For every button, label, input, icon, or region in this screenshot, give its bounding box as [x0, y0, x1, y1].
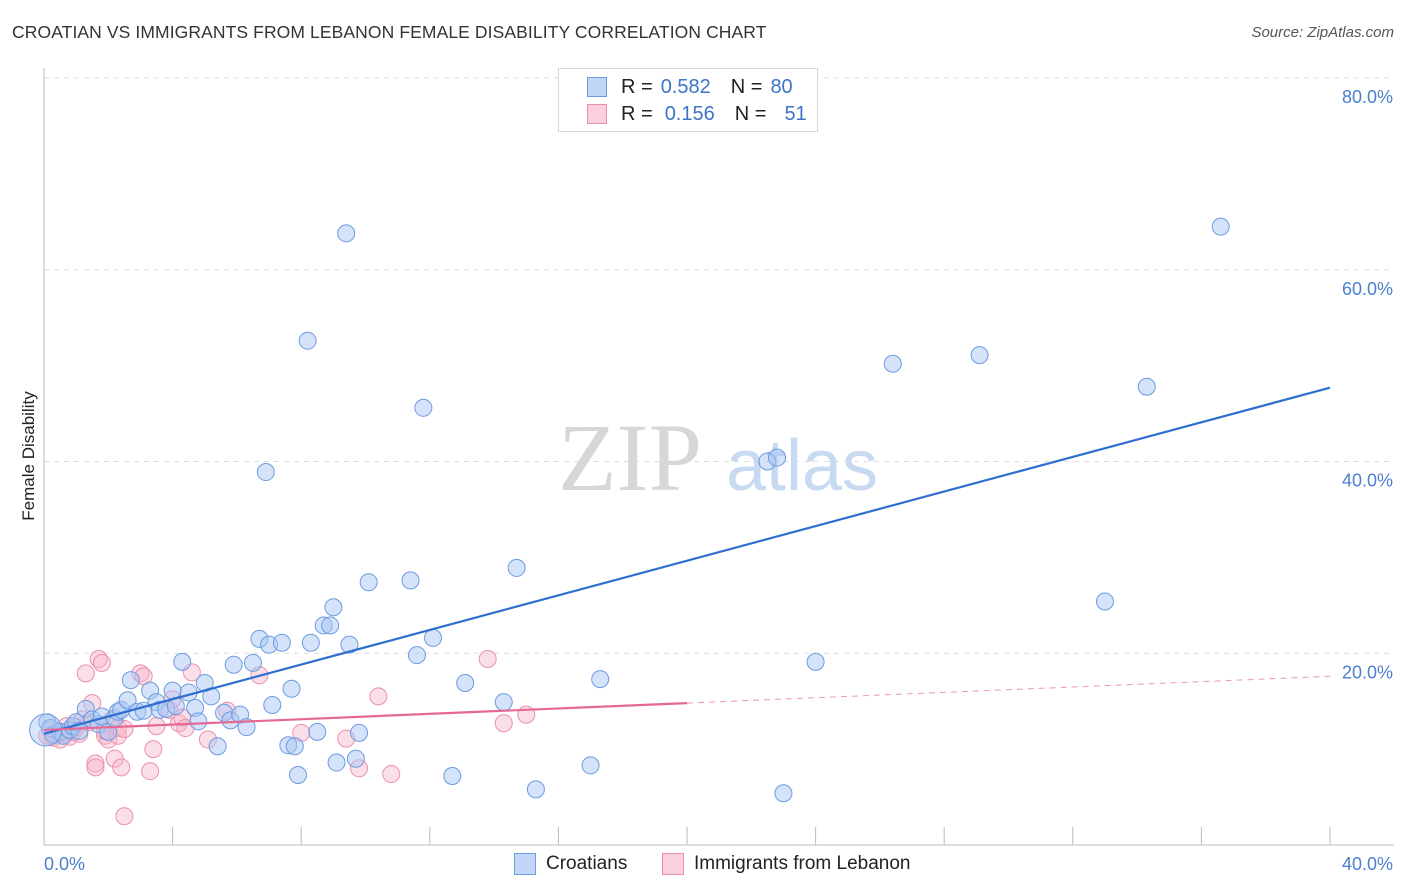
chart-title: CROATIAN VS IMMIGRANTS FROM LEBANON FEMA…: [12, 22, 767, 42]
croatian-point: [1137, 377, 1156, 396]
croatian-point: [337, 224, 356, 243]
legend-swatch-pink: [587, 104, 607, 124]
croatian-point: [591, 670, 610, 689]
croatian-point: [1211, 217, 1230, 236]
lebanon-point: [382, 765, 401, 784]
lebanon-point: [92, 653, 111, 672]
bottom-legend-label-lebanon: Immigrants from Lebanon: [694, 853, 911, 874]
croatian-point: [424, 628, 443, 647]
croatian-trend-line: [43, 386, 1331, 735]
legend-r-value: 0.156: [664, 102, 715, 125]
bottom-legend-swatch-blue: [514, 853, 536, 875]
stats-legend: R = 0.582 N = 80 R = 0.156 N = 51: [558, 68, 818, 132]
croatian-point: [121, 671, 140, 690]
lebanon-point: [86, 754, 105, 773]
legend-r-label: R =: [621, 75, 653, 98]
croatian-point: [443, 766, 462, 785]
lebanon-point: [76, 664, 95, 683]
croatian-point: [507, 558, 526, 577]
bottom-legend-croatians: Croatians: [514, 851, 627, 877]
lebanon-point: [112, 758, 131, 777]
y-tick-label: 80.0%: [1342, 87, 1393, 107]
y-tick-label: 60.0%: [1342, 279, 1393, 299]
croatian-point: [414, 398, 433, 417]
legend-r-label: R =: [621, 102, 653, 125]
bottom-legend-lebanon: Immigrants from Lebanon: [662, 851, 911, 877]
y-tick-label: 40.0%: [1342, 471, 1393, 491]
croatian-point: [298, 331, 317, 350]
legend-n-label: N =: [730, 75, 763, 98]
croatian-point: [350, 723, 369, 742]
croatian-point: [282, 679, 301, 698]
legend-n-value: 80: [770, 75, 793, 98]
x-tick-label: 40.0%: [1342, 854, 1393, 874]
croatian-point: [118, 691, 137, 710]
croatian-point: [272, 633, 291, 652]
croatian-point: [526, 780, 545, 799]
lebanon-point: [86, 758, 105, 777]
legend-row-croatians: R = 0.582 N = 80: [587, 75, 793, 99]
croatian-point: [1095, 592, 1114, 611]
croatian-point: [883, 354, 902, 373]
croatian-point: [263, 696, 282, 715]
croatian-point: [256, 463, 275, 482]
croatian-point: [173, 652, 192, 671]
croatian-point: [243, 653, 262, 672]
legend-n-label: N =: [734, 102, 767, 125]
croatian-point: [774, 784, 793, 803]
legend-swatch-blue: [587, 77, 607, 97]
croatian-point: [208, 737, 227, 756]
x-tick-labels: 0.0% 40.0%: [44, 854, 1393, 874]
y-tick-label: 20.0%: [1342, 662, 1393, 682]
croatian-point: [301, 633, 320, 652]
croatian-point: [401, 571, 420, 590]
croatian-point: [407, 646, 426, 665]
croatian-point: [346, 749, 365, 768]
y-axis-title: Female Disability: [19, 391, 38, 521]
bottom-legend-swatch-pink: [662, 853, 684, 875]
croatian-point: [768, 448, 787, 467]
croatian-points: [29, 217, 1230, 803]
lebanon-point: [478, 650, 497, 669]
croatian-point: [224, 655, 243, 674]
lebanon-trend-extension: [686, 675, 1331, 704]
lebanon-point: [369, 687, 388, 706]
croatian-point: [456, 673, 475, 692]
croatian-point: [806, 652, 825, 671]
croatian-point: [308, 722, 327, 741]
croatian-point: [970, 346, 989, 365]
lebanon-trend-line: [43, 702, 688, 732]
croatian-point: [327, 753, 346, 772]
bottom-legend-label-croatians: Croatians: [546, 853, 628, 874]
croatian-point: [288, 766, 307, 785]
croatian-point: [324, 598, 343, 617]
croatian-point: [359, 573, 378, 592]
croatian-point: [237, 718, 256, 737]
lebanon-point: [144, 740, 163, 759]
x-tick-label: 0.0%: [44, 854, 85, 874]
croatian-point: [581, 756, 600, 775]
lebanon-point: [141, 762, 160, 781]
croatian-point: [189, 712, 208, 731]
croatian-point: [70, 721, 89, 740]
legend-r-value: 0.582: [660, 75, 711, 98]
legend-row-lebanon: R = 0.156 N = 51: [587, 102, 807, 126]
source-credit: Source: ZipAtlas.com: [1251, 24, 1394, 41]
watermark-zip: ZIP: [558, 404, 702, 511]
legend-n-value: 51: [784, 102, 807, 125]
grid-lines: [44, 77, 1394, 654]
croatian-point: [494, 693, 513, 712]
trend-lines: [43, 386, 1331, 735]
croatian-point: [321, 616, 340, 635]
watermark-atlas: atlas: [726, 426, 878, 506]
y-tick-labels: 20.0% 40.0% 60.0% 80.0%: [1342, 87, 1393, 682]
watermark: ZIP atlas: [558, 404, 878, 511]
croatian-point: [340, 635, 359, 654]
lebanon-point: [115, 807, 134, 826]
croatian-point: [285, 737, 304, 756]
lebanon-point: [494, 714, 513, 733]
